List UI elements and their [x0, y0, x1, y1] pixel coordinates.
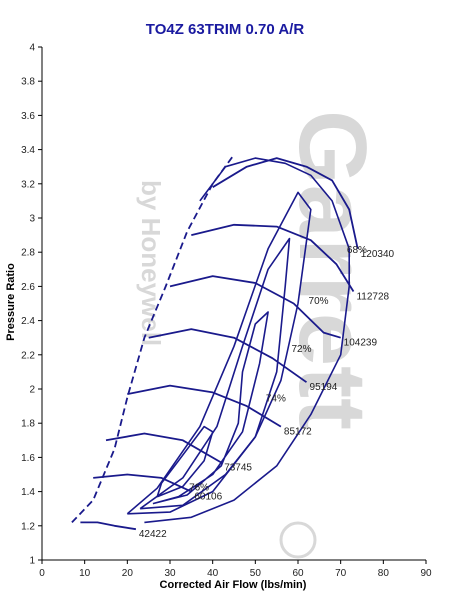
speed-line [80, 521, 137, 531]
efficiency-island [139, 237, 291, 510]
y-tick-label: 1 [29, 556, 35, 567]
x-tick-label: 50 [250, 568, 262, 579]
y-tick-label: 1.2 [21, 521, 35, 532]
speed-line-label: 42422 [139, 529, 167, 540]
y-tick-label: 3.2 [21, 179, 35, 190]
speed-line-label: 95194 [310, 382, 338, 393]
x-axis-title: Corrected Air Flow (lbs/min) [160, 579, 307, 591]
y-tick-label: 3.4 [21, 145, 35, 156]
efficiency-island-label: 70% [309, 296, 329, 307]
speed-line [93, 473, 192, 493]
registered-mark-icon [279, 521, 317, 559]
map-curves [71, 154, 359, 531]
efficiency-island [126, 191, 312, 515]
efficiency-island [144, 157, 351, 524]
y-tick-label: 1.8 [21, 419, 35, 430]
speed-line-label: 112728 [356, 292, 389, 303]
x-tick-label: 90 [420, 568, 432, 579]
speed-line [212, 157, 359, 249]
y-tick-label: 1.6 [21, 453, 35, 464]
watermark-subbrand: by Honeywell [136, 180, 166, 346]
x-tick-label: 60 [292, 568, 304, 579]
efficiency-island-label: 72% [291, 344, 311, 355]
y-tick-label: 2.4 [21, 316, 35, 327]
speed-line [191, 223, 355, 292]
x-tick-label: 0 [39, 568, 45, 579]
x-tick-label: 80 [378, 568, 390, 579]
y-tick-label: 3.6 [21, 111, 35, 122]
speed-line-label: 85172 [284, 427, 312, 438]
y-tick-label: 2.6 [21, 282, 35, 293]
plot-area [41, 47, 426, 561]
speed-line-label: 73745 [224, 463, 252, 474]
speed-line [127, 384, 282, 428]
efficiency-island-label: 74% [266, 394, 286, 405]
chart-title: TO4Z 63TRIM 0.70 A/R [146, 21, 305, 38]
x-tick-label: 20 [122, 568, 134, 579]
x-tick-label: 30 [164, 568, 176, 579]
efficiency-island-label: 68% [347, 245, 367, 256]
y-axis-title: Pressure Ratio [5, 263, 17, 341]
y-tick-label: 1.4 [21, 487, 35, 498]
speed-line-label: 60106 [194, 492, 222, 503]
y-tick-label: 2.2 [21, 350, 35, 361]
efficiency-island [152, 311, 269, 505]
speed-line [105, 432, 222, 464]
y-tick-label: 2 [29, 385, 35, 396]
surge-line [71, 154, 235, 524]
speed-line [169, 275, 341, 339]
efficiency-island-label: 76% [189, 482, 209, 493]
speed-line-label: 104239 [344, 338, 378, 349]
x-tick-label: 70 [335, 568, 347, 579]
speed-line-label: 120340 [361, 249, 395, 260]
y-tick-label: 3.8 [21, 77, 35, 88]
axis-ticks: 0 10 20 30 40 50 60 70 80 90 1 1.2 1.4 1.6 1.8 2 2.2 2.4 2… [21, 43, 432, 580]
y-tick-label: 3 [29, 214, 35, 225]
x-tick-label: 10 [79, 568, 91, 579]
y-tick-label: 2.8 [21, 248, 35, 259]
speed-line [148, 328, 308, 383]
y-tick-label: 4 [29, 43, 35, 54]
x-tick-label: 40 [207, 568, 219, 579]
curve-labels: 42422 60106 73745 85172 95194 104239 112728 120… [139, 245, 395, 540]
